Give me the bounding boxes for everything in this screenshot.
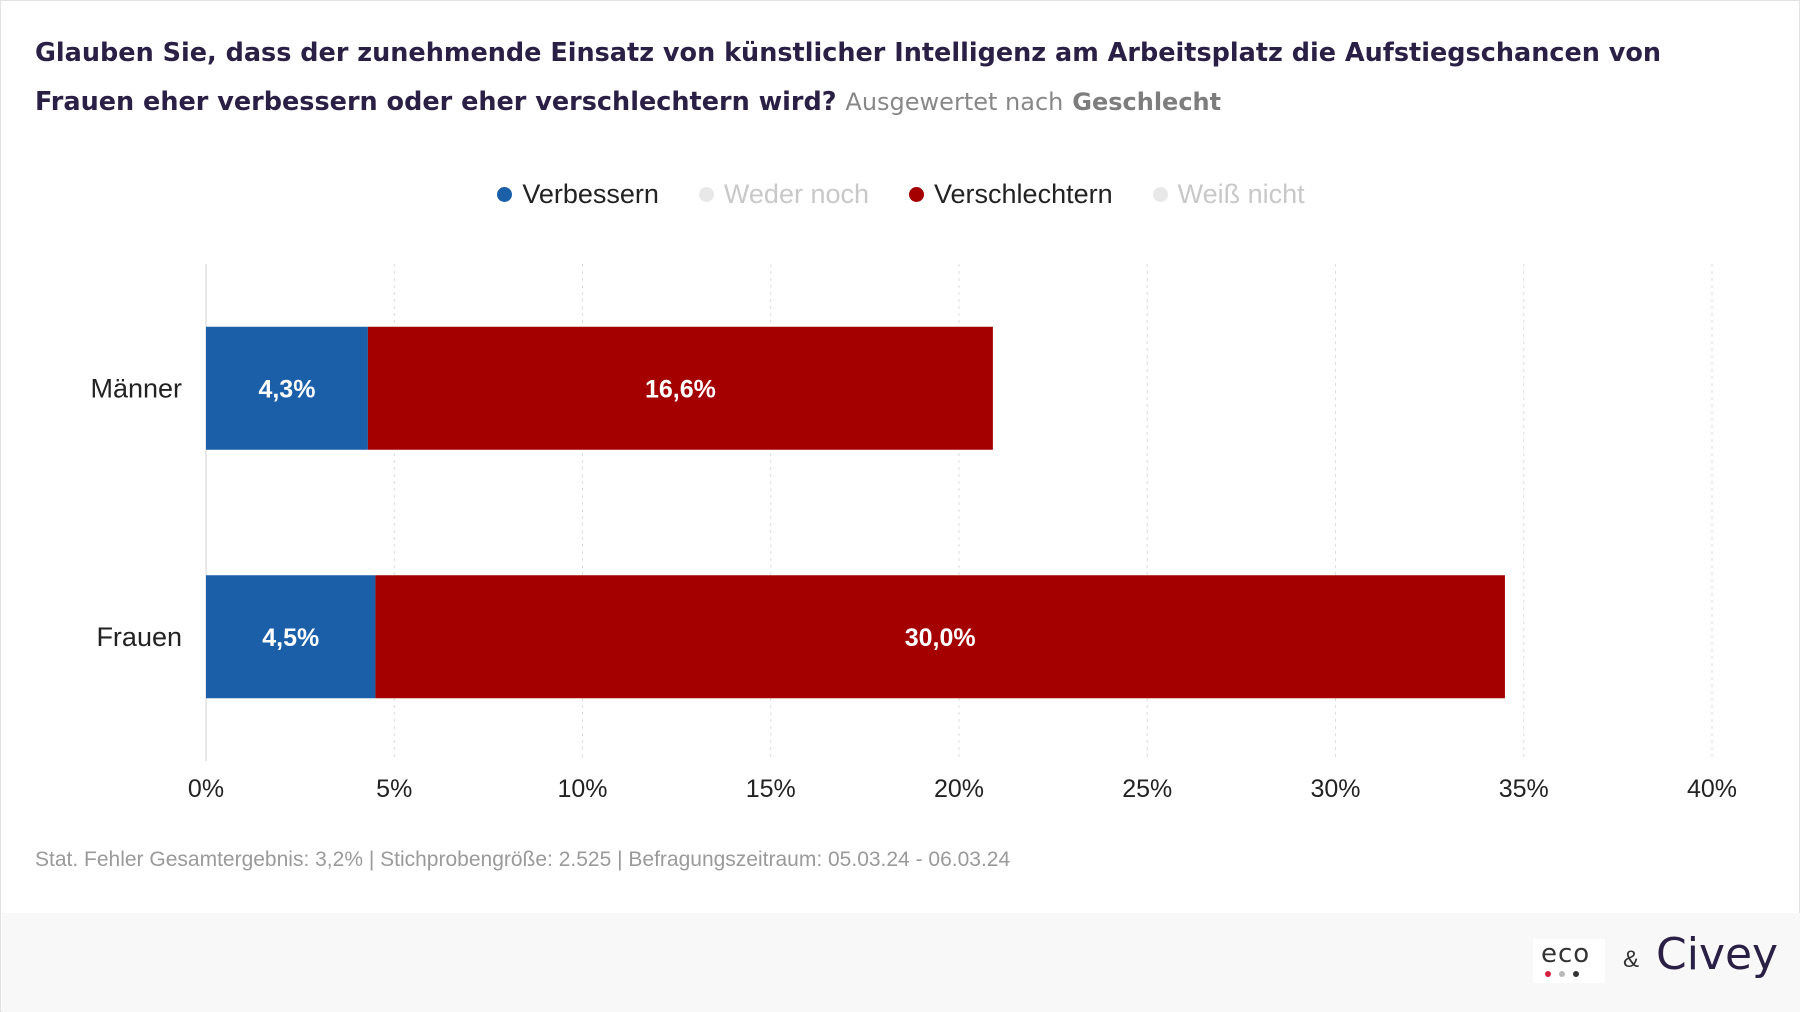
legend-label: Verschlechtern: [934, 179, 1113, 209]
eco-logo-dots: [1545, 971, 1579, 977]
x-tick-label: 15%: [746, 775, 796, 803]
bar-verbessern-frauen: [206, 575, 376, 699]
legend-item-verschlechtern[interactable]: Verschlechtern: [909, 179, 1113, 210]
x-tick-label: 40%: [1687, 775, 1737, 803]
chart-title: Glauben Sie, dass der zunehmende Einsatz…: [35, 29, 1735, 127]
civey-logo: Civey: [1656, 929, 1779, 980]
x-tick-label: 25%: [1122, 775, 1172, 803]
x-tick-label: 10%: [557, 775, 607, 803]
bar-verschlechtern-männer: [367, 326, 993, 450]
question-text: Glauben Sie, dass der zunehmende Einsatz…: [35, 38, 1662, 117]
footer-bar: [2, 913, 1800, 1012]
category-label: Männer: [90, 373, 182, 403]
bar-verschlechtern-frauen: [375, 575, 1505, 699]
legend-marker: [698, 187, 714, 202]
x-tick-label: 20%: [934, 775, 984, 803]
x-tick-label: 0%: [188, 775, 224, 803]
legend-marker: [1152, 187, 1168, 202]
data-label: 16,6%: [645, 375, 716, 403]
x-tick-label: 5%: [376, 775, 412, 803]
legend-item-verbessern[interactable]: Verbessern: [497, 179, 659, 210]
bar-verbessern-männer: [206, 326, 368, 450]
eco-logo: eco: [1533, 939, 1605, 983]
legend-item-weiß-nicht[interactable]: Weiß nicht: [1152, 179, 1305, 210]
legend-marker: [909, 187, 925, 202]
x-tick-label: 35%: [1499, 775, 1549, 803]
ampersand: &: [1623, 946, 1640, 973]
subtitle-group: Geschlecht: [1072, 88, 1222, 116]
bar-chart: 0% 5% 10% 15% 20% 25% 30% 35% 40% Männer 4,3% 16,6%…: [90, 264, 1737, 803]
category-label: Frauen: [96, 622, 182, 652]
eco-dot: [1573, 971, 1579, 977]
legend-label: Weder noch: [723, 179, 870, 209]
legend-item-weder-noch[interactable]: Weder noch: [698, 179, 870, 210]
data-label: 4,5%: [262, 624, 319, 652]
eco-dot: [1545, 971, 1551, 977]
eco-logo-text: eco: [1541, 939, 1591, 969]
footnote: Stat. Fehler Gesamtergebnis: 3,2% | Stic…: [35, 848, 1011, 871]
legend-label: Verbessern: [522, 179, 659, 209]
data-label: 4,3%: [258, 375, 315, 403]
legend-marker: [497, 187, 513, 202]
data-label: 30,0%: [905, 624, 976, 652]
legend-label: Weiß nicht: [1177, 179, 1305, 209]
subtitle-prefix: Ausgewertet nach: [845, 88, 1064, 116]
x-tick-label: 30%: [1310, 775, 1360, 803]
chart-legend: Verbessern Weder noch Verschlechtern Weiß n…: [1, 179, 1800, 210]
eco-dot: [1559, 971, 1565, 977]
